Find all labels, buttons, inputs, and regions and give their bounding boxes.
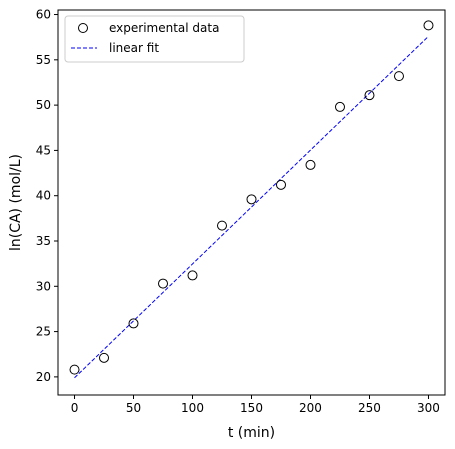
- legend-marker-scatter: [78, 23, 88, 33]
- y-tick-label: 45: [36, 143, 51, 157]
- data-point: [275, 179, 286, 190]
- data-point: [217, 220, 228, 231]
- y-tick-label: 25: [36, 325, 51, 339]
- data-point: [393, 71, 404, 82]
- y-axis-label: ln(CA) (mol/L): [8, 154, 24, 251]
- x-axis-label: t (min): [228, 425, 275, 441]
- data-point: [128, 318, 139, 329]
- data-point: [423, 20, 434, 31]
- data-point: [69, 364, 80, 375]
- y-tick-label: 55: [36, 53, 51, 67]
- chart-axes: 0 50 100 150 200 250 300 20 25 30 35 40 45 50 55 60: [36, 8, 446, 415]
- data-point: [364, 90, 375, 101]
- data-point: [334, 101, 345, 112]
- x-tick-label: 300: [417, 401, 440, 415]
- y-tick-label: 50: [36, 98, 51, 112]
- data-point: [187, 270, 198, 281]
- legend-box: [64, 15, 245, 63]
- chart-marks: [69, 20, 434, 379]
- data-point: [99, 352, 110, 363]
- x-tick-label: 200: [299, 401, 322, 415]
- y-tick-label: 30: [36, 279, 51, 293]
- y-tick-label: 60: [36, 8, 51, 22]
- y-tick-label: 40: [36, 189, 51, 203]
- x-tick-label: 0: [71, 401, 79, 415]
- legend-entry-label: linear fit: [109, 41, 159, 55]
- chart-legend: experimental data linear fit: [64, 15, 245, 63]
- x-tick-label: 100: [181, 401, 204, 415]
- x-tick-label: 250: [358, 401, 381, 415]
- data-point: [246, 194, 257, 205]
- y-tick-label: 20: [36, 370, 51, 384]
- data-point: [158, 278, 169, 289]
- x-tick-label: 50: [126, 401, 141, 415]
- linear-fit-line: [74, 35, 429, 379]
- y-tick-label: 35: [36, 234, 51, 248]
- legend-entry-label: experimental data: [109, 21, 219, 35]
- data-point: [305, 159, 316, 170]
- x-tick-label: 150: [240, 401, 263, 415]
